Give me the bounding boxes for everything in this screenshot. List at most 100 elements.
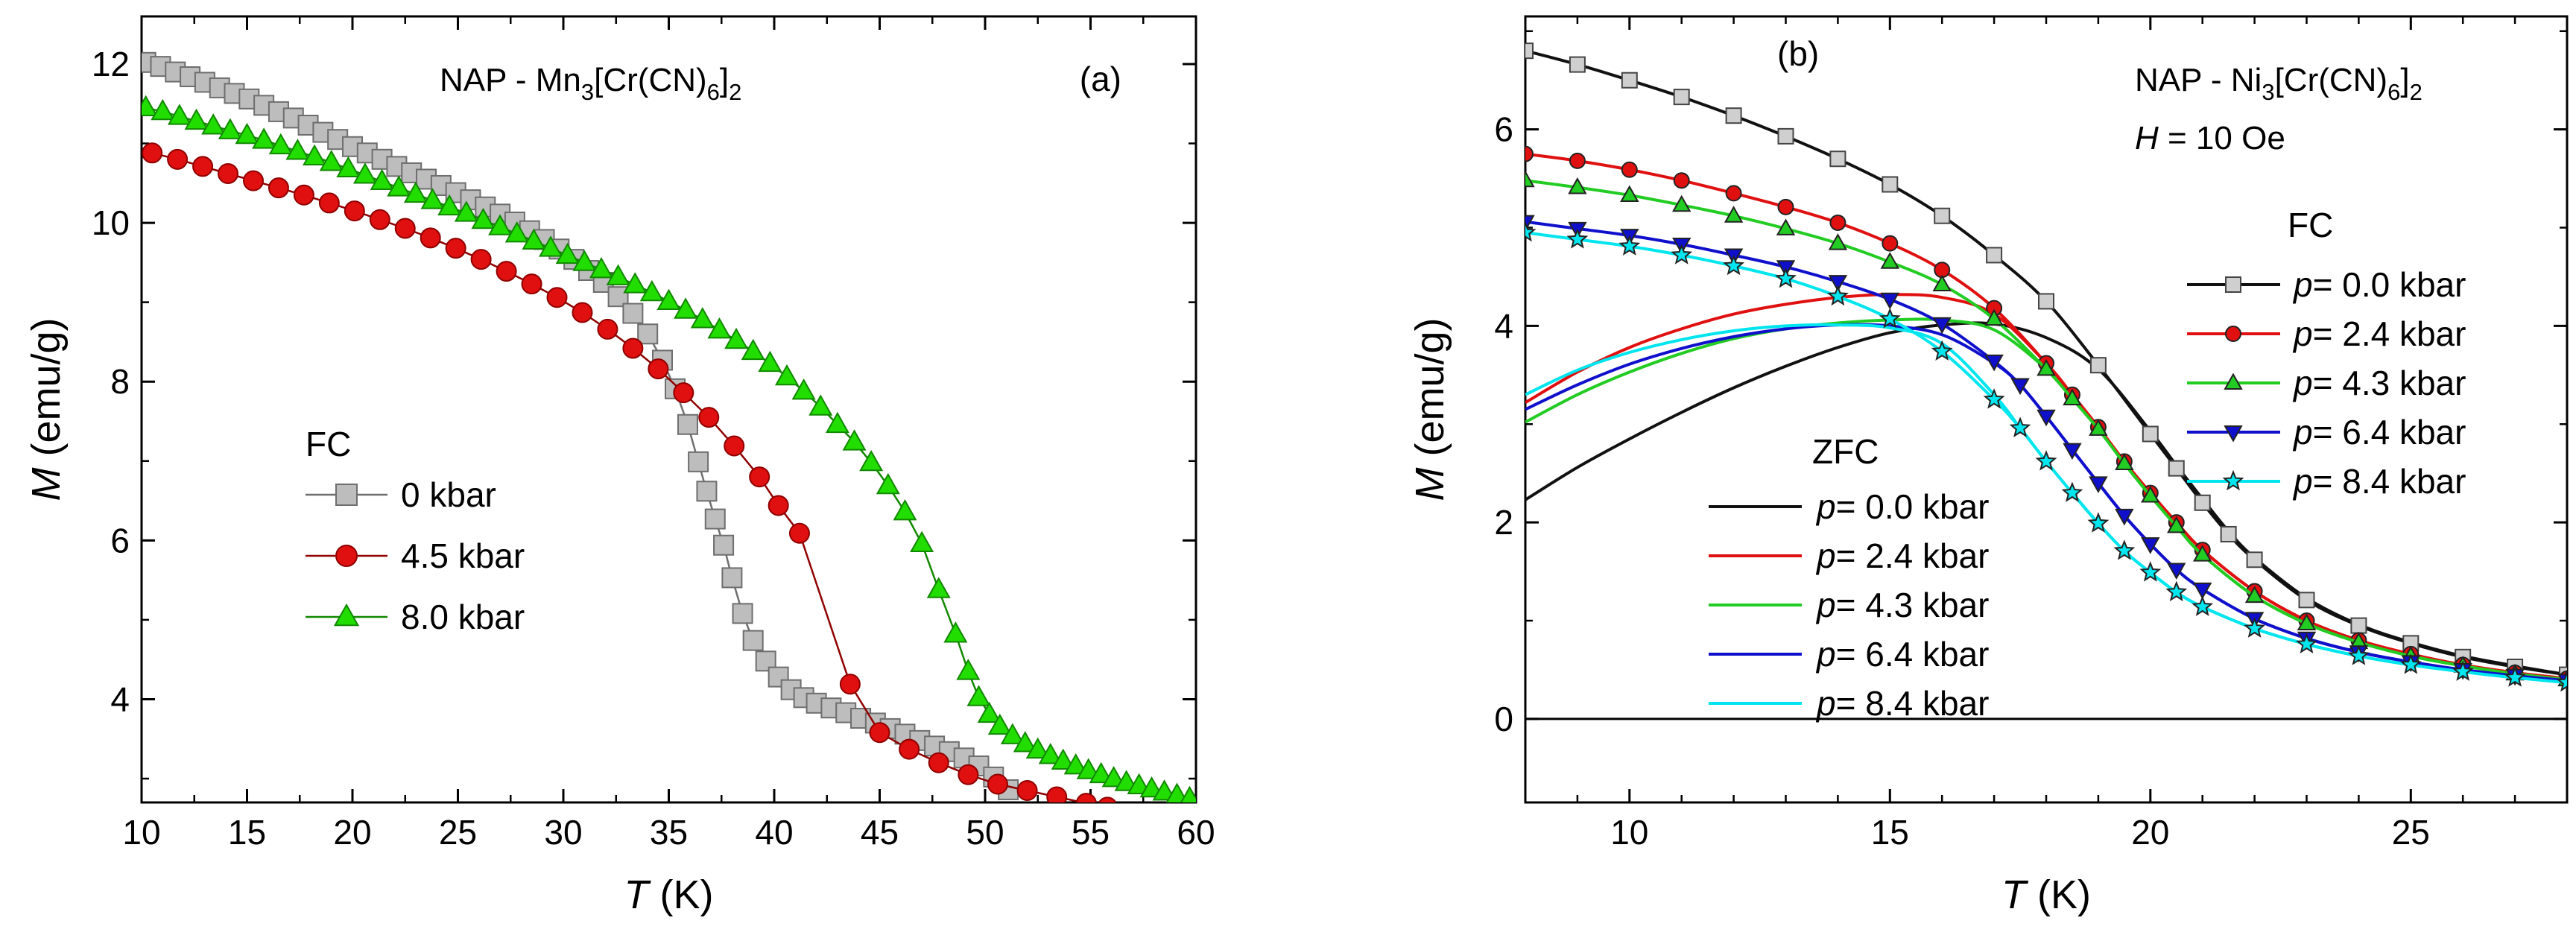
x-tick-label: 15: [1871, 813, 1909, 852]
data-point-2-7: [252, 127, 276, 149]
panel-a-title: NAP - Mn3[Cr(CN)6]2: [440, 62, 741, 105]
plot-frame: [1524, 15, 2569, 804]
data-point-2-62: [1114, 770, 1139, 791]
legend-label-1: 4.5 kbar: [401, 536, 525, 575]
data-point-2-20: [471, 207, 496, 229]
fc-point-0-2: [1621, 72, 1638, 89]
data-point-2-44: [876, 472, 900, 495]
panel-a-label: (a): [1080, 60, 1121, 98]
fc-point-1-0: [1525, 145, 1534, 162]
legend-title-fc: FC: [306, 425, 351, 463]
data-point-2-16: [403, 181, 428, 203]
fc-legend-marker-3: [2224, 425, 2243, 443]
zfc-legend-label-2: p= 4.3 kbar: [1815, 586, 1989, 624]
data-point-2-6: [235, 122, 259, 145]
data-point-2-22: [504, 221, 529, 243]
data-point-2-38: [774, 364, 799, 386]
data-point-1-11: [420, 227, 441, 249]
fc-legend-marker-1: [2225, 326, 2241, 342]
fc-point-4-11: [2035, 450, 2057, 471]
fc-point-0-1: [1569, 56, 1586, 73]
fc-point-4-14: [2113, 539, 2136, 560]
x-tick-label: 50: [966, 813, 1004, 852]
data-point-2-57: [1051, 748, 1075, 770]
fc-legend-marker-2: [2224, 373, 2243, 390]
data-point-2-41: [825, 411, 849, 434]
fc-point-0-17: [2298, 592, 2315, 609]
data-point-1-9: [369, 209, 390, 230]
x-tick-label: 20: [333, 813, 371, 852]
y-tick-label: 6: [110, 521, 130, 560]
fc-point-3-10: [2010, 378, 2030, 396]
data-point-1-35: [1075, 793, 1097, 802]
data-point-2-5: [218, 118, 242, 139]
fc-point-3-14: [2115, 508, 2134, 526]
data-point-2-23: [522, 228, 546, 250]
data-point-0-33: [622, 302, 644, 324]
data-point-1-12: [445, 238, 466, 259]
data-point-2-49: [956, 659, 981, 680]
fc-point-4-10: [2009, 416, 2031, 437]
data-point-1-19: [622, 338, 644, 359]
fc-point-0-18: [2350, 617, 2367, 634]
x-tick-label: 25: [2392, 813, 2430, 852]
fc-point-4-8: [1931, 340, 1953, 361]
series-line-0: [145, 61, 1009, 791]
data-point-2-34: [707, 317, 732, 339]
fc-point-2-8: [1932, 274, 1952, 292]
data-point-1-18: [597, 318, 618, 340]
fc-legend-marker-0: [2225, 276, 2241, 293]
data-point-2-1: [151, 98, 175, 121]
y-tick-label: 6: [1494, 110, 1513, 149]
fc-point-3-11: [2037, 409, 2056, 427]
fc-legend-label-0: p= 0.0 kbar: [2292, 265, 2466, 304]
fc-point-2-12: [2089, 419, 2108, 436]
data-point-2-67: [1180, 785, 1196, 802]
fc-point-3-12: [2063, 443, 2082, 460]
data-point-1-1: [167, 148, 189, 170]
data-point-0-42: [721, 567, 743, 589]
fc-point-2-15: [2167, 516, 2186, 533]
fc-legend-label-2: p= 4.3 kbar: [2292, 364, 2466, 402]
data-point-2-26: [572, 250, 597, 271]
data-point-2-25: [555, 242, 580, 264]
fc-point-0-11: [2089, 357, 2107, 374]
fc-point-0-5: [1777, 127, 1794, 145]
fc-point-0-12: [2142, 425, 2159, 443]
plot-area-b: [1525, 42, 2567, 720]
fc-point-2-11: [2063, 388, 2082, 405]
fc-point-3-6: [1828, 275, 1848, 292]
fc-point-4-15: [2139, 561, 2162, 582]
data-point-2-19: [454, 200, 478, 222]
fc-point-3-15: [2141, 537, 2160, 554]
data-point-2-40: [808, 394, 833, 416]
data-point-2-39: [791, 378, 816, 400]
fc-point-2-14: [2141, 486, 2160, 503]
panel-b-title: NAP - Ni3[Cr(CN)6]2: [2135, 62, 2422, 105]
x-tick-label: 60: [1177, 813, 1215, 852]
data-point-2-33: [690, 307, 715, 329]
x-tick-label: 15: [228, 813, 266, 852]
data-point-2-8: [268, 133, 293, 155]
fc-point-2-17: [2244, 586, 2265, 604]
data-point-2-51: [977, 701, 1001, 723]
data-point-2-64: [1139, 776, 1164, 798]
x-axis-title: T (K): [2001, 872, 2091, 917]
data-point-2-43: [859, 449, 884, 472]
y-tick-label: 8: [110, 362, 130, 401]
data-point-2-59: [1076, 758, 1101, 779]
data-point-2-10: [303, 144, 327, 166]
fc-point-0-16: [2246, 551, 2263, 568]
data-point-0-34: [637, 323, 659, 345]
fc-point-4-3: [1671, 244, 1693, 264]
y-axis-title: M (emu/g): [24, 317, 69, 501]
data-point-0-40: [704, 508, 726, 530]
fc-point-4-9: [1983, 388, 2005, 409]
fc-point-4-24: [2556, 671, 2567, 692]
fc-point-1-5: [1777, 198, 1794, 215]
fc-legend-marker-4: [2222, 469, 2244, 491]
data-point-2-13: [352, 162, 377, 184]
x-tick-label: 20: [2131, 813, 2169, 852]
data-point-0-45: [755, 650, 776, 672]
